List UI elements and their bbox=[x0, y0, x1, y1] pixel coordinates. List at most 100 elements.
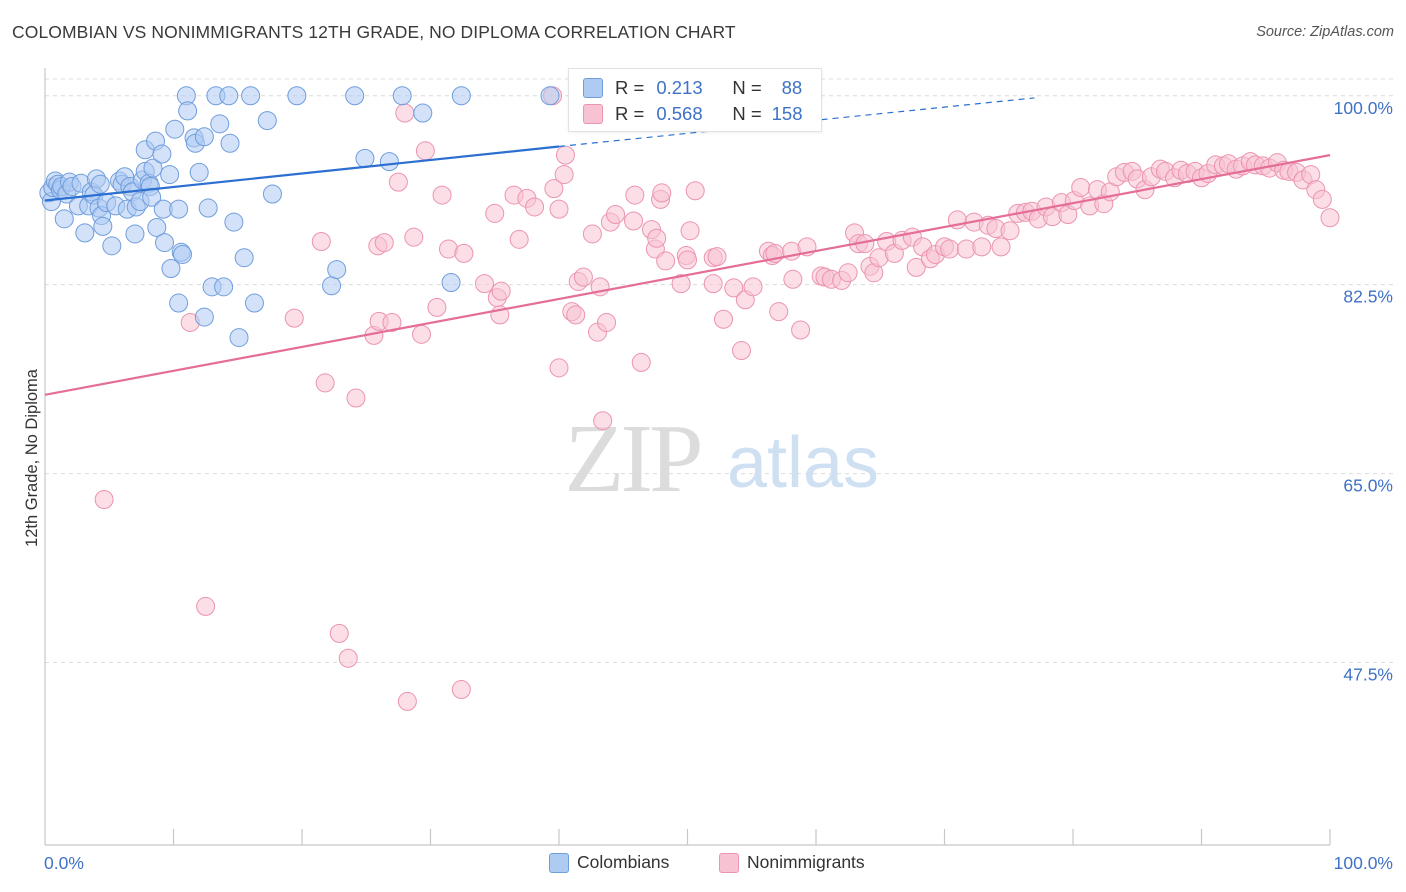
colombians-point bbox=[210, 114, 230, 134]
colombians-point bbox=[194, 307, 214, 327]
colombians-swatch bbox=[549, 852, 569, 873]
trend-lines bbox=[44, 97, 1331, 396]
colombians-point bbox=[327, 260, 347, 280]
colombians-point bbox=[172, 244, 192, 264]
colombians-point bbox=[90, 174, 110, 194]
nonimmigrants-point bbox=[454, 243, 474, 263]
colombians-point bbox=[322, 276, 342, 296]
colombians-point bbox=[169, 293, 189, 313]
nonimmigrants-point bbox=[783, 269, 803, 289]
nonimmigrants-point bbox=[625, 185, 645, 205]
nonimmigrants-point bbox=[656, 251, 676, 271]
colombians-point bbox=[441, 273, 461, 293]
colombians-point bbox=[355, 148, 375, 168]
colombians-point bbox=[229, 328, 249, 348]
nonimmigrants-point bbox=[555, 145, 575, 165]
nonimmigrants-point bbox=[388, 172, 408, 192]
nonimmigrants-point bbox=[647, 228, 667, 248]
nonimmigrants-point bbox=[432, 185, 452, 205]
nonimmigrants-point bbox=[940, 239, 960, 259]
legend-label-colombians: Colombians bbox=[577, 852, 670, 872]
y-axis-label: 12th Grade, No Diploma bbox=[23, 368, 41, 547]
axes-layer: 100.0% 82.5% 65.0% 47.5% 0.0% 100.0% bbox=[44, 68, 1393, 873]
colombians-point bbox=[75, 223, 95, 243]
watermark-atlas: atlas bbox=[727, 423, 879, 503]
colombians-point bbox=[224, 212, 244, 232]
nonimmigrants-point bbox=[485, 203, 505, 223]
nonimmigrants-point bbox=[631, 352, 651, 372]
colombians-points bbox=[39, 86, 560, 348]
nonimmigrants-point bbox=[94, 490, 114, 510]
nonimmigrants-point bbox=[597, 312, 617, 332]
legend-item-colombians[interactable]: Colombians bbox=[549, 852, 669, 873]
nonimmigrants-point bbox=[685, 181, 705, 201]
colombians-point bbox=[198, 198, 218, 218]
colombians-stat-swatch bbox=[583, 78, 603, 98]
y-tick-label: 65.0% bbox=[1343, 476, 1393, 496]
nonimmigrants-point bbox=[554, 165, 574, 185]
nonimmigrants-point bbox=[395, 103, 415, 123]
nonimmigrants-n-value: 158 bbox=[771, 103, 803, 124]
nonimmigrants-stat-swatch bbox=[583, 104, 603, 124]
nonimmigrants-trend-line bbox=[44, 154, 1331, 396]
stats-legend-box: R = 0.213 N = 88 R = 0.568 N = 158 bbox=[568, 68, 822, 132]
nonimmigrants-point bbox=[791, 320, 811, 340]
r-label: R = bbox=[615, 103, 645, 124]
nonimmigrants-point bbox=[769, 302, 789, 322]
colombians-r-value: 0.213 bbox=[656, 77, 703, 98]
colombians-point bbox=[345, 86, 365, 106]
nonimmigrants-point bbox=[549, 358, 569, 378]
nonimmigrants-point bbox=[338, 648, 358, 668]
nonimmigrants-point bbox=[703, 274, 723, 294]
nonimmigrants-point bbox=[284, 308, 304, 328]
nonimmigrants-point bbox=[652, 183, 672, 203]
nonimmigrants-swatch bbox=[719, 852, 739, 873]
watermark-zip: ZIP bbox=[565, 405, 700, 513]
colombians-point bbox=[257, 111, 277, 131]
nonimmigrants-point bbox=[680, 221, 700, 241]
stats-row-colombians: R = 0.213 N = 88 bbox=[583, 76, 802, 100]
colombians-point bbox=[160, 165, 180, 185]
nonimmigrants-points bbox=[94, 86, 1340, 711]
nonimmigrants-point bbox=[566, 305, 586, 325]
colombians-point bbox=[155, 233, 175, 253]
nonimmigrants-point bbox=[346, 388, 366, 408]
y-tick-label: 82.5% bbox=[1343, 287, 1393, 307]
colombians-point bbox=[147, 217, 167, 237]
nonimmigrants-point bbox=[1000, 221, 1020, 241]
colombians-point bbox=[262, 184, 282, 204]
nonimmigrants-point bbox=[624, 211, 644, 231]
colombians-point bbox=[178, 101, 198, 121]
nonimmigrants-point bbox=[678, 250, 697, 270]
colombians-point bbox=[244, 293, 264, 313]
nonimmigrants-point bbox=[743, 277, 763, 297]
nonimmigrants-point bbox=[412, 324, 432, 344]
colombians-point bbox=[143, 158, 163, 178]
nonimmigrants-point bbox=[1312, 189, 1332, 209]
x-tick-label: 100.0% bbox=[1334, 853, 1393, 873]
legend-item-nonimmigrants[interactable]: Nonimmigrants bbox=[719, 852, 865, 873]
nonimmigrants-point bbox=[906, 257, 926, 277]
colombians-point bbox=[152, 144, 172, 164]
colombians-point bbox=[161, 258, 181, 278]
nonimmigrants-r-value: 0.568 bbox=[656, 103, 703, 124]
colombians-point bbox=[413, 103, 433, 123]
nonimmigrants-point bbox=[404, 227, 424, 247]
colombians-n-value: 88 bbox=[781, 77, 803, 98]
chart-title: COLOMBIAN VS NONIMMIGRANTS 12TH GRADE, N… bbox=[12, 22, 736, 42]
colombians-point bbox=[220, 133, 240, 153]
nonimmigrants-point bbox=[427, 297, 447, 317]
nonimmigrants-point bbox=[509, 229, 529, 249]
nonimmigrants-point bbox=[731, 341, 751, 361]
nonimmigrants-point bbox=[315, 373, 335, 393]
x-tick-label: 0.0% bbox=[44, 853, 84, 873]
colombians-point bbox=[189, 162, 209, 182]
nonimmigrants-point bbox=[593, 411, 613, 431]
colombians-point bbox=[241, 86, 261, 106]
nonimmigrants-point bbox=[544, 179, 564, 199]
nonimmigrants-point bbox=[1071, 178, 1091, 198]
n-label: N = bbox=[732, 103, 762, 124]
colombians-point bbox=[169, 199, 189, 219]
colombians-point bbox=[54, 209, 74, 229]
